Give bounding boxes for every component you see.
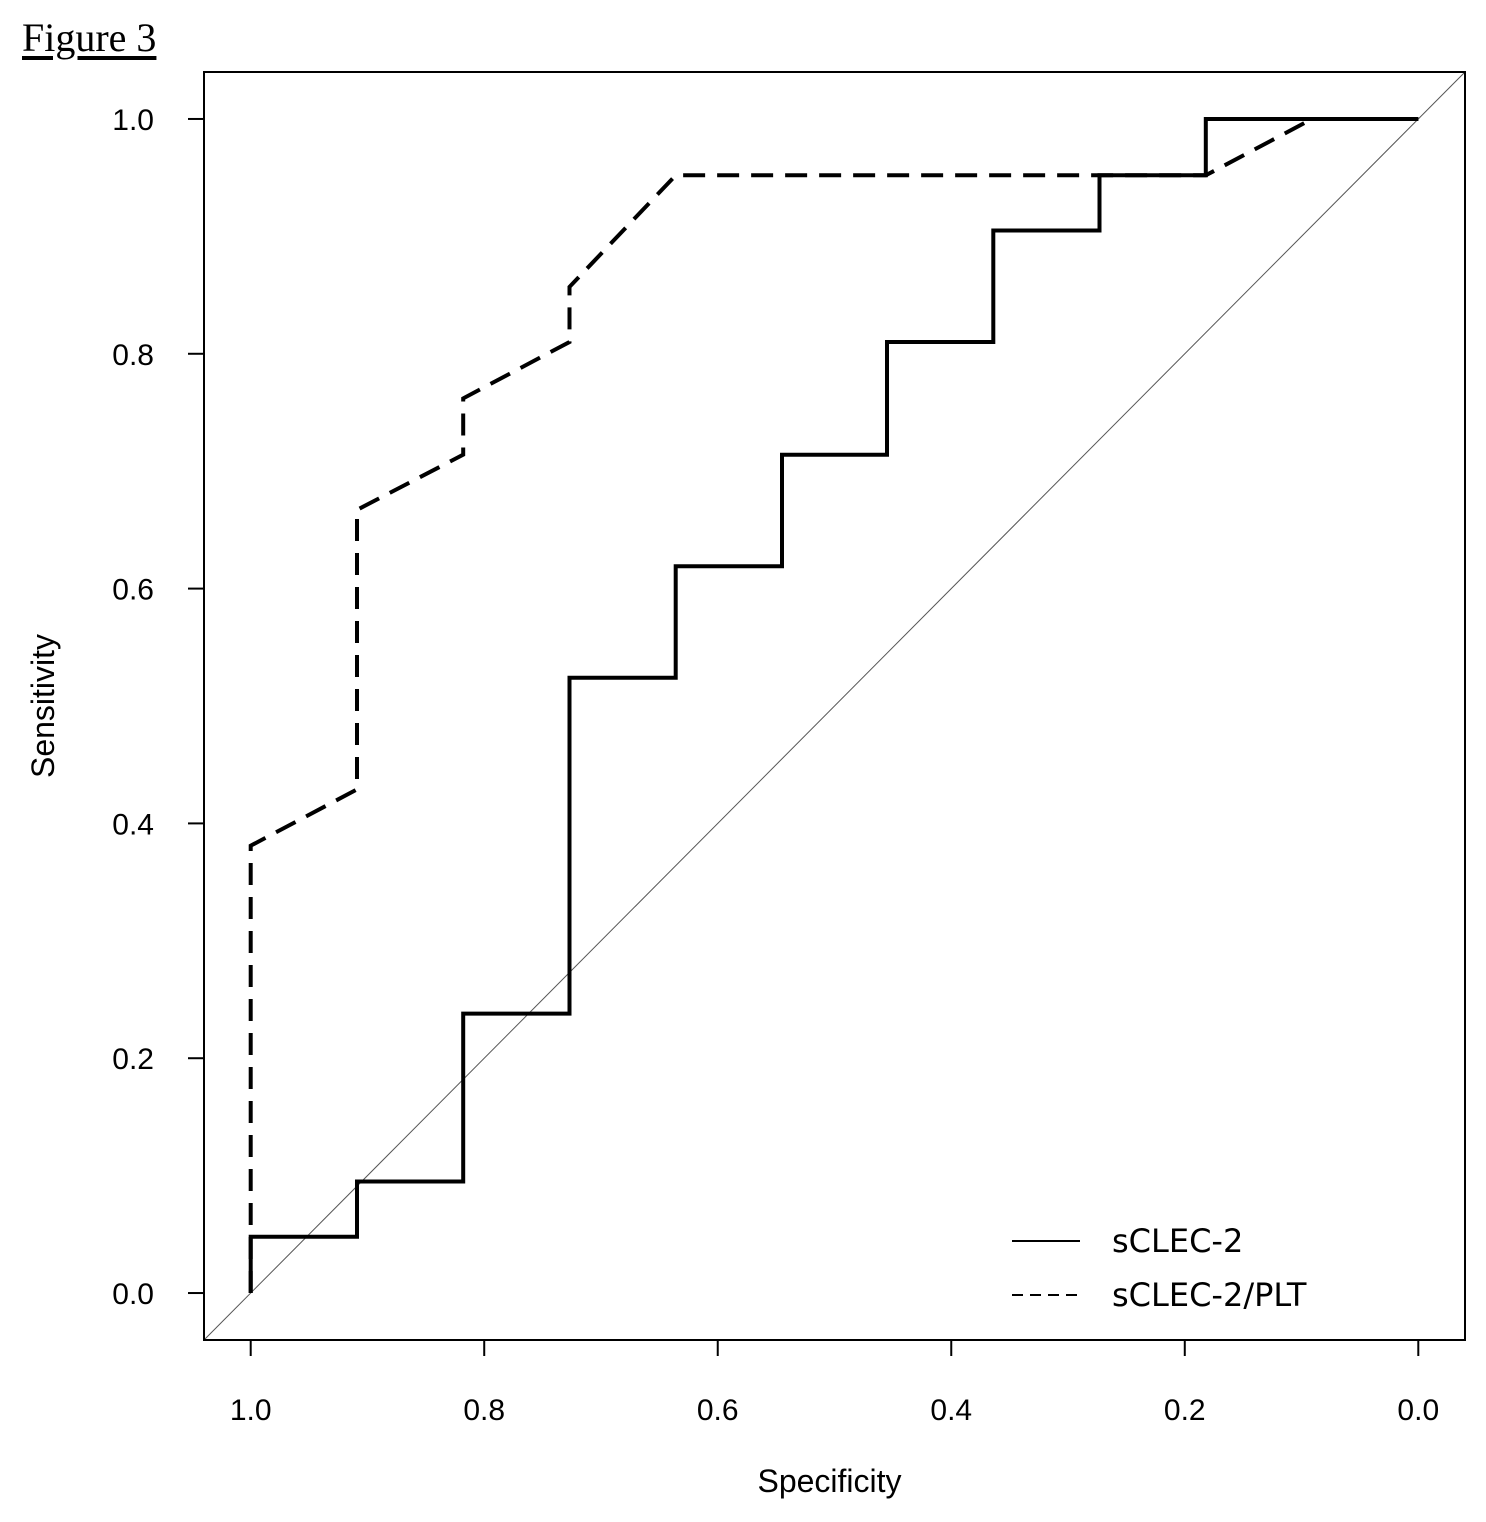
plot-frame	[203, 71, 1466, 1341]
legend-label-sclec2: sCLEC-2	[1112, 1222, 1243, 1260]
y-tick-label: 1.0	[112, 104, 154, 137]
y-tick-label: 0.4	[112, 808, 154, 841]
series-line-sclec2-plt	[248, 117, 1419, 1293]
y-tick-label: 0.2	[112, 1043, 154, 1076]
x-tick-label: 0.6	[697, 1394, 739, 1427]
series-line-sclec2	[248, 117, 1419, 1293]
plot-layer	[203, 71, 1466, 1341]
x-tick-label: 0.4	[930, 1394, 972, 1427]
x-tick-label: 0.0	[1397, 1394, 1439, 1427]
y-tick-label: 0.6	[112, 574, 154, 607]
reference-diagonal	[203, 71, 1466, 1341]
y-tick-label: 0.0	[112, 1278, 154, 1311]
x-tick-label: 1.0	[230, 1394, 272, 1427]
y-tick-label: 0.8	[112, 339, 154, 372]
axes-layer: 1.0 0.8 0.6 0.4 0.2 0.0 0.0 0.2 0.4 0.6 0.8 1.0 Spec…	[25, 71, 1466, 1499]
x-tick-label: 0.2	[1164, 1394, 1206, 1427]
legend: sCLEC-2 sCLEC-2/PLT	[1012, 1222, 1307, 1314]
x-tick-label: 0.8	[463, 1394, 505, 1427]
figure-label: Figure 3	[22, 15, 157, 60]
legend-label-sclec2-plt: sCLEC-2/PLT	[1112, 1276, 1307, 1314]
y-axis-title: Sensitivity	[25, 634, 61, 778]
x-axis-title: Specificity	[757, 1463, 901, 1499]
